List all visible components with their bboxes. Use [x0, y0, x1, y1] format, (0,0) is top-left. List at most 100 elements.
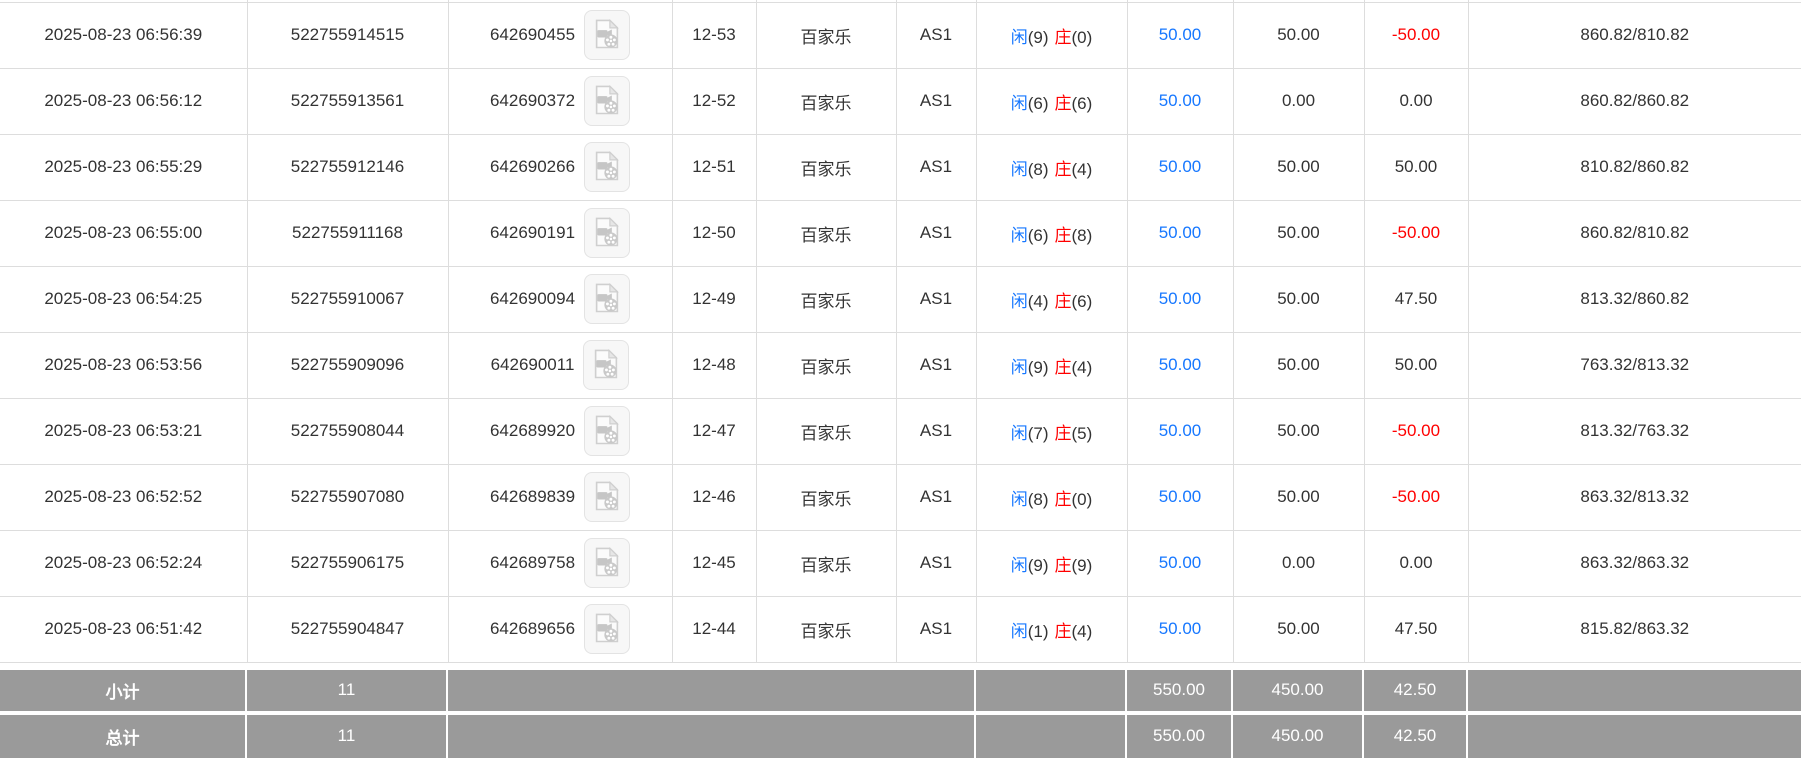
valid-bet-link[interactable]: 50.00	[1158, 91, 1202, 110]
cell-bet-amount: 50.00	[1233, 134, 1365, 201]
bet-id: 522755912146	[290, 157, 405, 176]
cell-table-code: AS1	[896, 596, 977, 663]
player-result-label: 闲	[1010, 423, 1028, 443]
balance-before-after: 815.82/863.32	[1580, 619, 1690, 638]
bet-time: 2025-08-23 06:53:56	[44, 355, 203, 374]
win-loss: 50.00	[1394, 355, 1438, 374]
cell-valid-bet: 50.00	[1127, 200, 1234, 267]
subtotal-spacer	[448, 669, 976, 711]
balance-before-after: 763.32/813.32	[1580, 355, 1690, 374]
cell-game-type: 百家乐	[756, 530, 897, 597]
player-score: (9)	[1027, 27, 1049, 47]
valid-bet-link[interactable]: 50.00	[1158, 619, 1202, 638]
cell-game-id: 642690266	[448, 134, 673, 201]
video-replay-button[interactable]	[584, 274, 631, 324]
subtotal-bet-amount: 450.00	[1233, 669, 1364, 711]
video-replay-button[interactable]	[584, 472, 631, 522]
player-result-label: 闲	[1010, 27, 1028, 47]
win-loss: 47.50	[1394, 619, 1438, 638]
cell-win-loss: 0.00	[1364, 68, 1469, 135]
banker-score: (5)	[1071, 423, 1093, 443]
cell-game-type: 百家乐	[756, 398, 897, 465]
table-code: AS1	[919, 289, 953, 308]
banker-score: (9)	[1071, 555, 1093, 575]
bet-id: 522755904847	[290, 619, 405, 638]
player-result-label: 闲	[1010, 621, 1028, 641]
valid-bet-link[interactable]: 50.00	[1158, 553, 1202, 572]
valid-bet-link[interactable]: 50.00	[1158, 421, 1202, 440]
cell-win-loss: -50.00	[1364, 398, 1469, 465]
player-result-label: 闲	[1010, 93, 1028, 113]
cell-game-type: 百家乐	[756, 266, 897, 333]
bet-time: 2025-08-23 06:55:29	[44, 157, 203, 176]
summary-table: 小计 11 550.00 450.00 42.50 总计 11 550.00 4…	[0, 669, 1801, 758]
valid-bet-link[interactable]: 50.00	[1158, 25, 1202, 44]
subtotal-win-loss: 42.50	[1364, 669, 1468, 711]
video-replay-icon	[593, 150, 621, 184]
player-score: (8)	[1027, 159, 1049, 179]
balance-before-after: 863.32/863.32	[1580, 553, 1690, 572]
banker-score: (4)	[1071, 159, 1093, 179]
video-replay-icon	[593, 282, 621, 316]
bet-amount: 0.00	[1281, 91, 1316, 110]
valid-bet-link[interactable]: 50.00	[1158, 157, 1202, 176]
win-loss: -50.00	[1391, 25, 1441, 44]
table-code: AS1	[919, 355, 953, 374]
video-replay-button[interactable]	[584, 208, 631, 258]
round-number: 12-44	[692, 619, 736, 638]
video-replay-icon	[592, 348, 620, 382]
banker-score: (6)	[1071, 93, 1093, 113]
video-replay-button[interactable]	[584, 538, 631, 588]
banker-result-label: 庄	[1054, 159, 1072, 179]
cell-game-id: 642690011	[448, 332, 673, 399]
balance-before-after: 810.82/860.82	[1580, 157, 1690, 176]
player-result-label: 闲	[1010, 291, 1028, 311]
bet-time: 2025-08-23 06:51:42	[44, 619, 203, 638]
total-row: 总计 11 550.00 450.00 42.50	[0, 710, 1801, 758]
video-replay-button[interactable]	[584, 604, 631, 654]
banker-result-label: 庄	[1054, 423, 1072, 443]
game-serial: 642690011	[490, 355, 575, 374]
video-replay-button[interactable]	[584, 76, 631, 126]
balance-before-after: 860.82/810.82	[1580, 25, 1690, 44]
win-loss: -50.00	[1391, 421, 1441, 440]
cell-valid-bet: 50.00	[1127, 398, 1234, 465]
table-code: AS1	[919, 157, 953, 176]
subtotal-label: 小计	[0, 669, 247, 711]
round-number: 12-51	[692, 157, 736, 176]
table-row: 2025-08-23 06:52:24 522755906175 6426897…	[0, 530, 1801, 597]
bet-time: 2025-08-23 06:52:24	[44, 553, 203, 572]
cell-game-type: 百家乐	[756, 134, 897, 201]
bet-time: 2025-08-23 06:55:00	[44, 223, 203, 242]
cell-valid-bet: 50.00	[1127, 530, 1234, 597]
total-spacer	[448, 710, 976, 758]
cell-result: 闲(6) 庄(8)	[976, 200, 1128, 267]
cell-bet-time: 2025-08-23 06:56:39	[0, 2, 248, 69]
video-replay-button[interactable]	[584, 10, 631, 60]
bet-time: 2025-08-23 06:54:25	[44, 289, 203, 308]
video-replay-button[interactable]	[583, 340, 630, 390]
valid-bet-link[interactable]: 50.00	[1158, 487, 1202, 506]
bet-id: 522755907080	[290, 487, 405, 506]
cell-game-type: 百家乐	[756, 596, 897, 663]
cell-result: 闲(9) 庄(4)	[976, 332, 1128, 399]
cell-bet-amount: 50.00	[1233, 398, 1365, 465]
bet-id: 522755909096	[290, 355, 405, 374]
video-replay-button[interactable]	[584, 406, 631, 456]
valid-bet-link[interactable]: 50.00	[1158, 355, 1202, 374]
cell-bet-id: 522755910067	[247, 266, 449, 333]
table-row: 2025-08-23 06:52:52 522755907080 6426898…	[0, 464, 1801, 531]
cell-table-code: AS1	[896, 68, 977, 135]
bet-time: 2025-08-23 06:56:39	[44, 25, 203, 44]
cell-bet-id: 522755907080	[247, 464, 449, 531]
valid-bet-link[interactable]: 50.00	[1158, 289, 1202, 308]
cell-game-id: 642690455	[448, 2, 673, 69]
cell-game-id: 642689839	[448, 464, 673, 531]
cutoff-row	[0, 0, 1801, 3]
player-score: (8)	[1027, 489, 1049, 509]
banker-result-label: 庄	[1054, 357, 1072, 377]
video-replay-button[interactable]	[584, 142, 631, 192]
cell-result: 闲(6) 庄(6)	[976, 68, 1128, 135]
table-row: 2025-08-23 06:56:39 522755914515 6426904…	[0, 2, 1801, 69]
valid-bet-link[interactable]: 50.00	[1158, 223, 1202, 242]
